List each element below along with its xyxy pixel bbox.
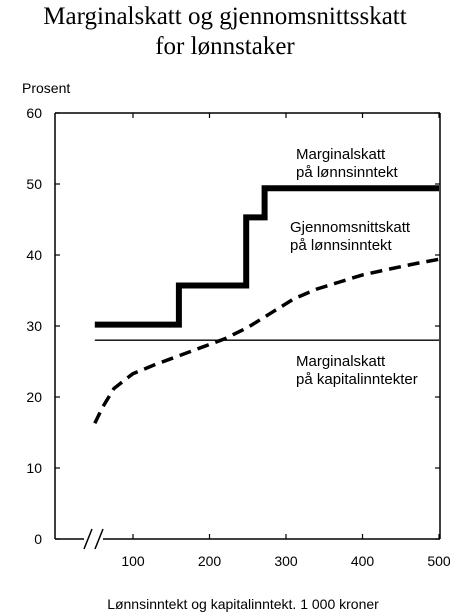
y-tick-label: 20: [26, 389, 42, 405]
y-tick-label: 10: [26, 460, 42, 476]
x-tick-label: 300: [274, 553, 298, 569]
x-tick-label: 400: [351, 553, 375, 569]
label-average-tax-wage-line2: på lønnsinntekt: [290, 237, 393, 254]
x-tick-label: 200: [198, 553, 222, 569]
y-axis-label: Prosent: [22, 80, 70, 96]
y-tick-label: 0: [34, 531, 42, 547]
label-marginal-tax-capital-line2: på kapitalinntekter: [296, 371, 418, 388]
series-average-tax-wage: [93, 257, 440, 425]
axis-break-mark: [83, 528, 93, 550]
label-average-tax-wage-line1: Gjennomsnittskatt: [290, 219, 411, 236]
x-tick-label: 100: [121, 553, 145, 569]
y-tick-label: 30: [26, 318, 42, 334]
y-tick-label: 60: [26, 105, 42, 121]
series-marginal-tax-wage: [94, 185, 439, 328]
y-tick-label: 50: [26, 176, 42, 192]
chart-title: Marginalskatt og gjennomsnittsskatt for …: [0, 2, 450, 62]
axis-break-mark: [94, 528, 104, 550]
label-marginal-tax-wage-line1: Marginalskatt: [296, 146, 386, 163]
x-tick-label: 500: [427, 553, 450, 569]
chart-title-line2: for lønnstaker: [155, 33, 295, 60]
label-marginal-tax-capital-line1: Marginalskatt: [296, 353, 386, 370]
plot-area: 0 10 20 30 40 50 60 100 200 300 400 500 Marginalskat…: [26, 105, 450, 569]
label-marginal-tax-wage-line2: på lønnsinntekt: [296, 164, 399, 181]
y-tick-label: 40: [26, 247, 42, 263]
chart-title-line1: Marginalskatt og gjennomsnittsskatt: [43, 3, 407, 30]
x-axis-label: Lønnsinntekt og kapitalinntekt. 1 000 kr…: [107, 596, 379, 612]
